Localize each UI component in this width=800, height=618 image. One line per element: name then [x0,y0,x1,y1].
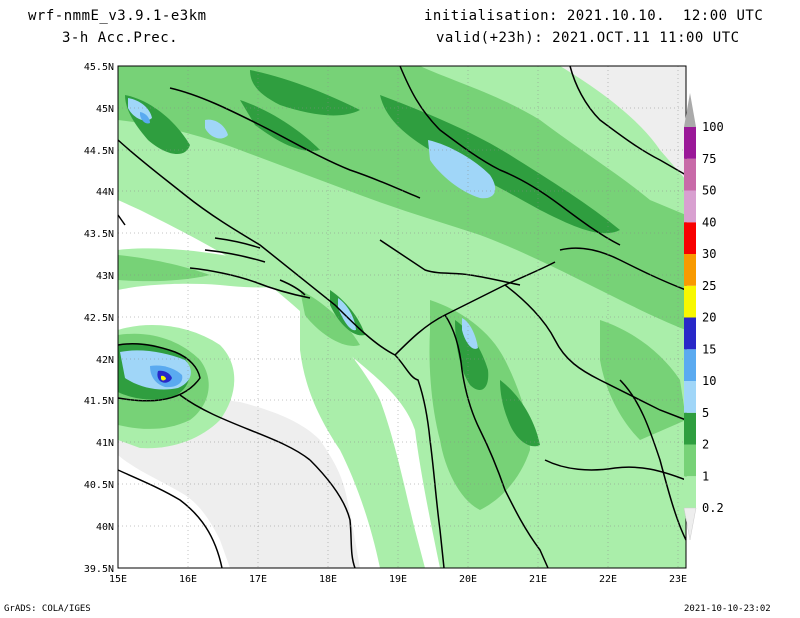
legend-bottom-arrow [683,507,697,541]
lon-tick-label: 21E [529,574,547,585]
lat-tick-label: 44.5N [84,146,114,157]
legend-level-label: 10 [702,374,716,388]
legend-level-label: 2 [702,438,709,452]
lon-tick-label: 17E [249,574,267,585]
legend-color-box [684,444,696,477]
lon-tick-label: 23E [669,574,687,585]
lat-tick-label: 42N [96,355,114,366]
precip-yellow [161,375,166,381]
init-time: initialisation: 2021.10.10. 12:00 UTC [424,8,764,24]
model-title: wrf-nmmE_v3.9.1-e3km [28,8,207,24]
legend-level-label: 1 [702,469,709,483]
lat-tick-label: 40.5N [84,480,114,491]
lon-tick-label: 19E [389,574,407,585]
lat-tick-label: 39.5N [84,564,114,575]
legend-color-box [684,476,696,508]
legend-level-label: 50 [702,184,716,198]
legend-color-box [684,317,696,350]
legend-color-box [684,349,696,381]
lat-tick-label: 40N [96,522,114,533]
lat-tick-label: 41.5N [84,396,114,407]
lon-axis: 15E 16E 17E 18E 19E 20E 21E 22E 23E [109,574,687,585]
lat-tick-label: 41N [96,438,114,449]
lat-tick-label: 42.5N [84,313,114,324]
legend-level-label: 40 [702,215,716,229]
legend-level-label: 75 [702,152,716,166]
legend-level-label: 20 [702,311,716,325]
legend-color-box [684,285,696,318]
legend-level-label: 100 [702,120,724,134]
legend-color-box [684,412,696,445]
field-title: 3-h Acc.Prec. [62,30,179,46]
legend-color-box [684,254,696,286]
lat-tick-label: 43.5N [84,229,114,240]
legend-color-box [684,222,696,254]
legend-level-label: 30 [702,247,716,261]
lat-tick-label: 43N [96,271,114,282]
valid-time: valid(+23h): 2021.OCT.11 11:00 UTC [436,30,740,46]
lon-tick-label: 18E [319,574,337,585]
lon-tick-label: 20E [459,574,477,585]
lat-tick-label: 45N [96,104,114,115]
legend-level-label: 0.2 [702,501,724,515]
grid-lines [118,66,686,568]
lat-tick-label: 45.5N [84,62,114,73]
legend-color-box [684,190,696,223]
precip-mid-green [118,66,686,510]
lat-axis: 45.5N 45N 44.5N 44N 43.5N 43N 42.5N 42N … [84,62,114,575]
timestamp-label: 2021-10-10-23:02 [684,604,771,614]
lon-tick-label: 22E [599,574,617,585]
legend-color-box [684,127,696,159]
lon-tick-label: 16E [179,574,197,585]
legend-level-label: 15 [702,342,716,356]
legend-level-label: 25 [702,279,716,293]
legend-level-label: 5 [702,406,709,420]
credit-label: GrADS: COLA/IGES [4,604,91,614]
lat-tick-label: 44N [96,187,114,198]
lon-tick-label: 15E [109,574,127,585]
legend-color-box [684,158,696,191]
legend-color-box [684,381,696,413]
coastlines-borders [117,65,687,569]
legend-top-arrow [684,93,696,127]
